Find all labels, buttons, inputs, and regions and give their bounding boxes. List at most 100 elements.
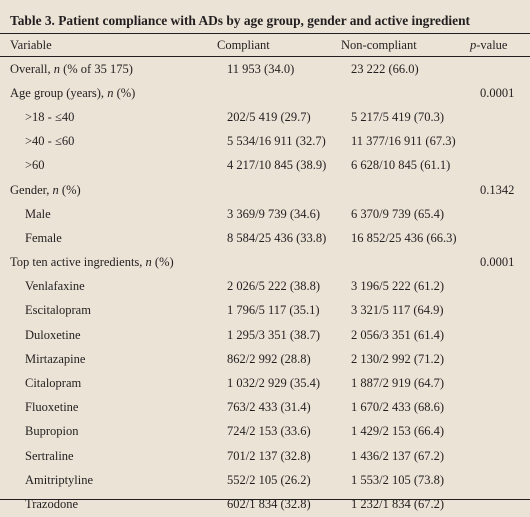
cell-variable: Overall, n (% of 35 175) (10, 61, 133, 76)
table-row: Overall, n (% of 35 175) 11 953 (34.0) 23 … (0, 57, 530, 81)
cell-pvalue (480, 347, 530, 371)
table-row: Trazodone 602/1 834 (32.8) 1 232/1 834 (67… (0, 492, 530, 516)
header-pvalue: p-value (470, 38, 508, 52)
cell-pvalue (480, 299, 530, 323)
cell-noncompliant: 3 321/5 117 (64.9) (351, 303, 444, 318)
cell-variable: Top ten active ingredients, n (%) (10, 255, 174, 270)
table-body: Overall, n (% of 35 175) 11 953 (34.0) 23 … (0, 57, 530, 517)
cell-variable: Mirtazapine (25, 351, 86, 366)
cell-compliant: 2 026/5 222 (38.8) (227, 279, 321, 294)
cell-noncompliant: 11 377/16 911 (67.3) (351, 134, 456, 149)
cell-variable: Female (25, 230, 62, 245)
cell-compliant: 202/5 419 (29.7) (227, 109, 311, 124)
cell-variable: >40 - ≤60 (25, 134, 75, 149)
top-rule (0, 33, 530, 34)
cell-compliant (227, 251, 351, 275)
cell-compliant: 5 534/16 911 (32.7) (227, 134, 326, 149)
cell-noncompliant: 5 217/5 419 (70.3) (351, 109, 445, 124)
cell-compliant: 8 584/25 436 (33.8) (227, 230, 327, 245)
cell-compliant: 552/2 105 (26.2) (227, 472, 311, 487)
cell-noncompliant: 1 553/2 105 (73.8) (351, 472, 445, 487)
cell-compliant: 4 217/10 845 (38.9) (227, 158, 327, 173)
cell-pvalue (480, 371, 530, 395)
cell-compliant: 11 953 (34.0) (227, 61, 295, 76)
cell-noncompliant (351, 251, 480, 275)
cell-variable: Citalopram (25, 376, 82, 391)
table-row: Duloxetine 1 295/3 351 (38.7) 2 056/3 351 … (0, 323, 530, 347)
cell-pvalue (480, 275, 530, 299)
cell-variable: Bupropion (25, 424, 79, 439)
table-row: Gender, n (%) 0.1342 (0, 178, 530, 202)
compliance-table: Table 3. Patient compliance with ADs by … (0, 13, 530, 511)
cell-variable: Escitalopram (25, 303, 91, 318)
cell-compliant: 1 796/5 117 (35.1) (227, 303, 320, 318)
cell-compliant: 862/2 992 (28.8) (227, 351, 311, 366)
cell-noncompliant (351, 81, 480, 105)
cell-compliant (227, 178, 351, 202)
cell-pvalue (480, 130, 530, 154)
cell-noncompliant: 16 852/25 436 (66.3) (351, 230, 457, 245)
cell-compliant: 763/2 433 (31.4) (227, 400, 311, 415)
cell-pvalue: 0.0001 (480, 85, 515, 100)
cell-pvalue (480, 105, 530, 129)
cell-pvalue (480, 396, 530, 420)
cell-pvalue (480, 323, 530, 347)
table-row: Venlafaxine 2 026/5 222 (38.8) 3 196/5 222… (0, 275, 530, 299)
table-row: Bupropion 724/2 153 (33.6) 1 429/2 153 (66… (0, 420, 530, 444)
cell-noncompliant: 1 436/2 137 (67.2) (351, 448, 445, 463)
cell-variable: Venlafaxine (25, 279, 85, 294)
cell-noncompliant: 3 196/5 222 (61.2) (351, 279, 445, 294)
cell-noncompliant: 6 628/10 845 (61.1) (351, 158, 451, 173)
cell-compliant (227, 81, 351, 105)
cell-pvalue (480, 420, 530, 444)
cell-compliant: 701/2 137 (32.8) (227, 448, 311, 463)
cell-noncompliant: 23 222 (66.0) (351, 61, 419, 76)
cell-compliant: 3 369/9 739 (34.6) (227, 206, 321, 221)
cell-pvalue (480, 57, 530, 81)
header-variable: Variable (10, 38, 52, 52)
cell-pvalue (480, 202, 530, 226)
cell-variable: Sertraline (25, 448, 74, 463)
table-row: >60 4 217/10 845 (38.9) 6 628/10 845 (61.1… (0, 154, 530, 178)
cell-noncompliant: 1 232/1 834 (67.2) (351, 496, 445, 511)
cell-variable: Fluoxetine (25, 400, 79, 415)
cell-variable: Male (25, 206, 51, 221)
cell-compliant: 1 295/3 351 (38.7) (227, 327, 321, 342)
cell-pvalue: 0.0001 (480, 255, 515, 270)
cell-variable: Duloxetine (25, 327, 81, 342)
cell-compliant: 602/1 834 (32.8) (227, 496, 311, 511)
cell-variable: Amitriptyline (25, 472, 94, 487)
header-pvalue-letter: p (470, 38, 477, 52)
header-compliant: Compliant (217, 38, 270, 52)
table-row: Amitriptyline 552/2 105 (26.2) 1 553/2 105… (0, 468, 530, 492)
header-noncompliant: Non-compliant (341, 38, 417, 52)
table-row: Top ten active ingredients, n (%) 0.0001 (0, 251, 530, 275)
cell-pvalue: 0.1342 (480, 182, 515, 197)
table-row: Mirtazapine 862/2 992 (28.8) 2 130/2 992 (… (0, 347, 530, 371)
bottom-rule (0, 499, 530, 500)
cell-noncompliant (351, 178, 480, 202)
cell-noncompliant: 1 670/2 433 (68.6) (351, 400, 445, 415)
table-row: Escitalopram 1 796/5 117 (35.1) 3 321/5 11… (0, 299, 530, 323)
cell-variable: Trazodone (25, 496, 79, 511)
table-row: Male 3 369/9 739 (34.6) 6 370/9 739 (65.4) (0, 202, 530, 226)
cell-variable: Gender, n (%) (10, 182, 81, 197)
table-row: >40 - ≤60 5 534/16 911 (32.7) 11 377/16 91… (0, 130, 530, 154)
cell-compliant: 1 032/2 929 (35.4) (227, 376, 321, 391)
cell-pvalue (480, 468, 530, 492)
table-row: Sertraline 701/2 137 (32.8) 1 436/2 137 (6… (0, 444, 530, 468)
table-row: Age group (years), n (%) 0.0001 (0, 81, 530, 105)
cell-pvalue (480, 492, 530, 516)
cell-pvalue (480, 154, 530, 178)
table-row: >18 - ≤40 202/5 419 (29.7) 5 217/5 419 (70… (0, 105, 530, 129)
table-title: Table 3. Patient compliance with ADs by … (10, 13, 471, 28)
cell-noncompliant: 2 130/2 992 (71.2) (351, 351, 445, 366)
cell-variable: Age group (years), n (%) (10, 85, 136, 100)
header-rule (0, 56, 530, 57)
cell-noncompliant: 1 429/2 153 (66.4) (351, 424, 445, 439)
cell-noncompliant: 1 887/2 919 (64.7) (351, 376, 445, 391)
table-row: Fluoxetine 763/2 433 (31.4) 1 670/2 433 (6… (0, 396, 530, 420)
cell-variable: >18 - ≤40 (25, 109, 75, 124)
cell-compliant: 724/2 153 (33.6) (227, 424, 311, 439)
cell-noncompliant: 2 056/3 351 (61.4) (351, 327, 445, 342)
